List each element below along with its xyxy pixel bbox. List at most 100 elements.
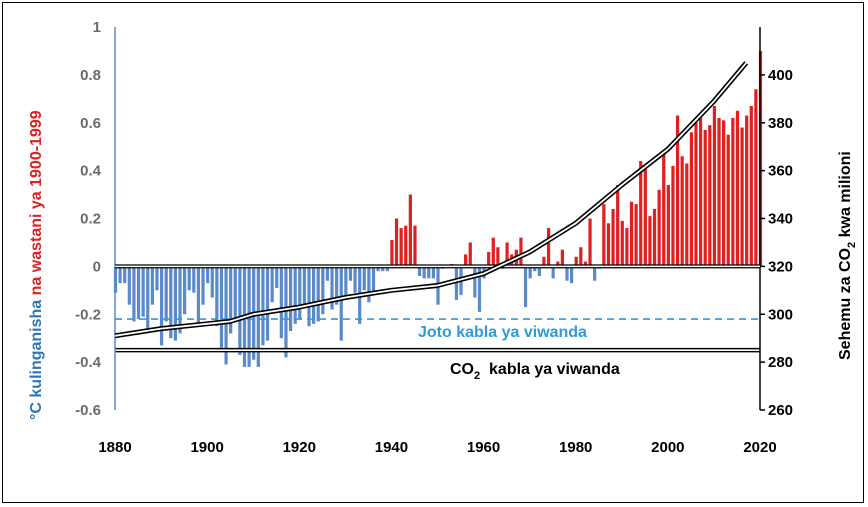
temperature-bar: [473, 266, 477, 298]
temperature-bar: [330, 266, 334, 310]
temperature-bar: [639, 161, 643, 267]
temperature-bar: [689, 132, 693, 267]
temperature-bar: [288, 266, 293, 332]
temperature-bar: [141, 266, 145, 317]
temperature-bar: [164, 266, 168, 322]
y-left-tick-label: 0.6: [80, 115, 101, 132]
temperature-bar: [178, 266, 182, 334]
y-right-label-part2: kwa milioni: [837, 151, 854, 242]
temperature-bar: [187, 266, 191, 291]
temperature-bar: [468, 242, 472, 267]
temperature-bar: [542, 256, 546, 267]
temperature-bar: [519, 237, 523, 267]
temperature-bar: [427, 266, 431, 279]
temperature-bar: [680, 156, 684, 267]
temperature-bar: [215, 266, 219, 327]
temperature-bar: [694, 122, 698, 267]
temperature-bar: [173, 266, 177, 341]
temperature-bar: [302, 266, 306, 308]
y-right-tick-label: 400: [768, 67, 793, 84]
temperature-bar: [293, 266, 297, 324]
temperature-bar: [560, 249, 564, 267]
temperature-bar: [496, 247, 500, 267]
temperature-bar: [219, 266, 224, 348]
y-left-tick-label: 1: [93, 19, 101, 36]
temperature-bar: [159, 266, 164, 346]
temperature-bar: [201, 266, 205, 305]
temperature-bar: [417, 266, 422, 276]
x-tick-label: 2000: [651, 439, 684, 456]
annotation-preindustrial-temp: Joto kabla ya viwanda: [418, 324, 587, 341]
y-right-label-part1: Sehemu za CO: [837, 248, 854, 360]
temperature-bar: [385, 266, 389, 272]
temperature-bar: [325, 266, 330, 281]
temperature-bar: [735, 110, 740, 267]
y-left-tick-label: 0.2: [80, 211, 101, 228]
temperature-bar: [206, 266, 210, 284]
y-right-label-sub: 2: [846, 242, 858, 248]
y-right-tick-label: 380: [768, 115, 793, 132]
temperature-bar: [648, 216, 652, 267]
y-left-tick-label: -0.2: [75, 306, 101, 323]
annotation-preindustrial-co2: CO2 kabla ya viwanda: [450, 361, 620, 382]
y-axis-right-label: Sehemu za CO2 kwa milioni: [837, 151, 858, 360]
y-left-tick-label: 0: [93, 258, 101, 275]
temperature-bar: [652, 208, 657, 267]
x-tick-label: 1980: [559, 439, 592, 456]
temperature-bar: [606, 223, 611, 267]
co2-line-group: [114, 61, 749, 339]
temperature-bar: [491, 237, 495, 267]
temperature-bar: [279, 266, 283, 339]
y-left-label-part2: na wastani ya 1900-1999: [28, 110, 45, 295]
temperature-bar: [625, 228, 629, 267]
temperature-bar: [551, 266, 555, 279]
y-right-tick-label: 360: [768, 163, 793, 180]
temperature-bar: [132, 266, 136, 322]
temperature-bar: [666, 184, 670, 267]
temperature-bar: [528, 266, 532, 279]
temperature-bar: [261, 266, 265, 346]
temperature-bar: [344, 266, 348, 296]
temperature-bar: [611, 208, 615, 267]
temperature-bar: [404, 225, 408, 267]
temperature-bar: [749, 105, 753, 267]
temperature-bar: [712, 105, 717, 267]
x-tick-label: 1900: [190, 439, 223, 456]
temperature-bar: [675, 115, 680, 267]
temperature-bar: [740, 127, 744, 267]
temperature-bar: [229, 266, 233, 334]
temperature-bar: [477, 266, 482, 312]
temperature-bar: [408, 194, 412, 267]
temperature-bar: [348, 266, 353, 281]
y-axis-left-label: °C kulinganisha na wastani ya 1900-1999: [28, 110, 45, 420]
temperature-bar: [556, 261, 560, 267]
temperature-bar: [390, 240, 394, 267]
temperature-bar: [371, 266, 376, 293]
temperature-bar: [169, 266, 173, 339]
annotation-co2-sub: 2: [474, 370, 480, 382]
x-tick-label: 1940: [375, 439, 408, 456]
temperature-bar: [150, 266, 154, 305]
temperature-bar: [284, 266, 288, 358]
temperature-bar: [657, 189, 661, 267]
temperature-bar: [717, 117, 721, 267]
temperature-bar: [339, 266, 343, 341]
temperature-bar: [316, 266, 320, 322]
co2-line-outer: [114, 61, 749, 339]
temperature-bar: [224, 266, 228, 365]
temperature-bar: [505, 242, 509, 267]
y-left-tick-label: -0.6: [75, 402, 101, 419]
temperature-bar: [353, 266, 357, 293]
temperature-bar: [629, 201, 634, 267]
x-tick-label: 2020: [743, 439, 776, 456]
temperature-bar: [394, 218, 399, 267]
temperature-bar: [256, 266, 260, 367]
temperature-bar: [307, 266, 311, 327]
y-right-tick-label: 260: [768, 402, 793, 419]
temperature-bar: [569, 266, 574, 284]
annotation-co2-main: CO: [450, 361, 474, 378]
annotation-co2-rest: kabla ya viwanda: [480, 361, 620, 378]
temperature-bar: [698, 117, 703, 267]
temperature-bar: [422, 266, 426, 279]
